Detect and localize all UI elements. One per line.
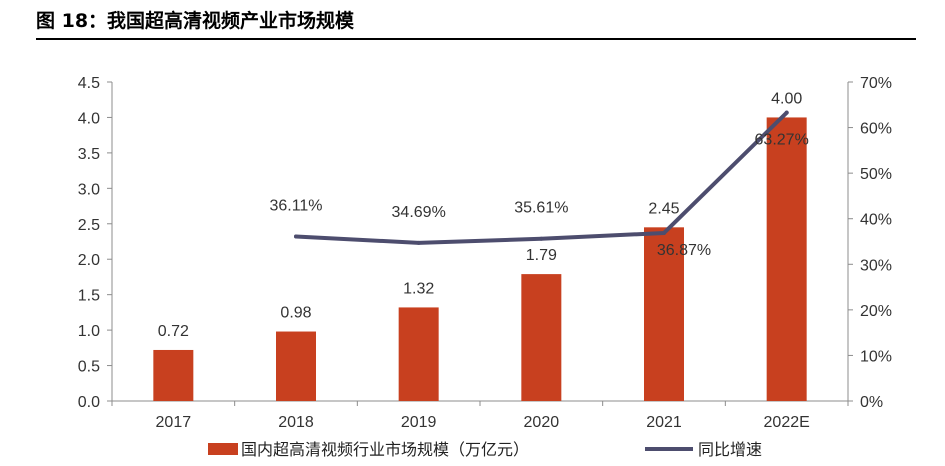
right-axis-tick-label: 30%	[860, 257, 892, 274]
right-axis-tick-label: 40%	[860, 212, 892, 229]
left-axis-tick-label: 2.0	[78, 252, 100, 269]
title-rule	[36, 38, 916, 40]
x-axis-tick-label: 2017	[156, 414, 192, 431]
growth-point	[539, 236, 544, 241]
growth-point	[784, 110, 789, 115]
bar-value-label: 1.32	[403, 280, 434, 297]
legend: 国内超高清视频行业市场规模（万亿元） 同比增速	[208, 440, 762, 459]
bar-series	[153, 117, 807, 401]
legend-bar-label: 国内超高清视频行业市场规模（万亿元）	[241, 440, 529, 459]
x-axis-tick-label: 2020	[524, 414, 560, 431]
growth-value-label: 63.27%	[755, 132, 809, 149]
x-axis-tick-label: 2019	[401, 414, 437, 431]
right-axis-tick-label: 10%	[860, 348, 892, 365]
growth-point	[662, 230, 666, 235]
x-axis-tick-label: 2021	[646, 414, 682, 431]
right-axis-tick-label: 20%	[860, 303, 892, 320]
right-axis-tick-label: 50%	[860, 166, 892, 183]
bar-value-label: 1.79	[526, 247, 557, 264]
right-axis-tick-label: 0%	[860, 394, 883, 411]
legend-bar-swatch	[208, 443, 238, 455]
bar	[398, 307, 439, 401]
left-axis-tick-label: 3.5	[78, 146, 100, 163]
left-axis-tick-label: 2.5	[78, 217, 100, 234]
legend-line-label: 同比增速	[698, 440, 762, 459]
bar	[521, 274, 562, 401]
x-axis-tick-label: 2022E	[764, 414, 810, 431]
data-labels: 0.72 0.98 1.32 1.79 2.45 4.00 36.11% 34.69% 35.6…	[158, 90, 809, 340]
line-series	[294, 110, 789, 245]
figure-title: 图 18：我国超高清视频产业市场规模	[36, 10, 355, 32]
bar-value-label: 4.00	[771, 90, 802, 107]
left-axis-tick-label: 4.0	[78, 110, 100, 127]
left-axis-tick-label: 4.5	[78, 75, 100, 92]
growth-value-label: 35.61%	[514, 200, 568, 217]
growth-point	[294, 234, 298, 239]
bar-value-label: 0.98	[280, 305, 311, 322]
growth-value-label: 36.87%	[657, 242, 711, 259]
bar-value-label: 2.45	[648, 200, 679, 217]
bar	[153, 349, 194, 401]
right-axis-tick-label: 60%	[860, 121, 892, 138]
x-axis-tick-label: 2018	[278, 414, 314, 431]
left-axis-tick-label: 0.5	[78, 359, 100, 376]
growth-value-label: 36.11%	[269, 197, 322, 214]
bar	[644, 227, 684, 401]
bar-value-label: 0.72	[158, 323, 189, 340]
growth-line	[294, 110, 789, 245]
left-axis-tick-label: 0.0	[78, 394, 100, 411]
left-axis-tick-label: 1.5	[78, 288, 100, 305]
growth-point	[416, 240, 421, 245]
bar	[766, 117, 807, 401]
left-axis-tick-label: 3.0	[78, 181, 100, 198]
left-axis-tick-label: 1.0	[78, 323, 100, 340]
bar	[276, 331, 316, 401]
right-axis-tick-label: 70%	[860, 75, 892, 92]
growth-value-label: 34.69%	[392, 204, 446, 221]
chart-axes: 0.0 0.5 1.0 1.5 2.0 2.5 3.0 3.5 4.0 4.5 0% 10% 20% 30…	[78, 75, 892, 431]
